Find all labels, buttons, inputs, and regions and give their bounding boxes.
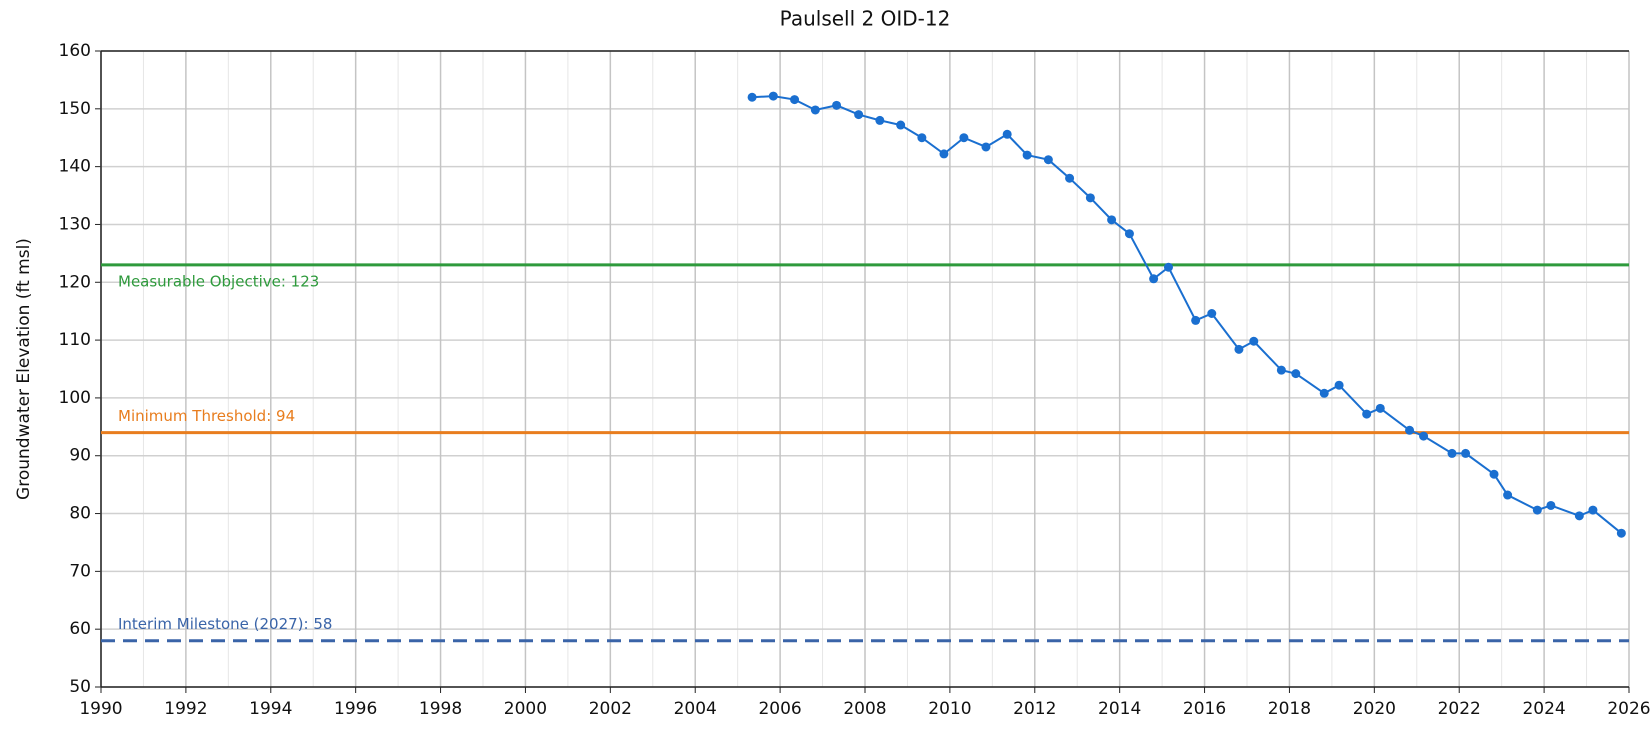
y-tick-label: 130 bbox=[59, 214, 91, 234]
reference-label: Minimum Threshold: 94 bbox=[118, 407, 295, 425]
data-point bbox=[1207, 308, 1217, 318]
data-point bbox=[810, 105, 820, 115]
x-tick-label: 2014 bbox=[1098, 699, 1141, 719]
x-tick-label: 2006 bbox=[758, 699, 801, 719]
data-point bbox=[1276, 365, 1286, 375]
y-tick-label: 90 bbox=[69, 446, 91, 466]
data-point bbox=[917, 133, 927, 143]
y-tick-label: 70 bbox=[69, 561, 91, 581]
x-tick-label: 1998 bbox=[419, 699, 462, 719]
x-tick-label: 2012 bbox=[1013, 699, 1056, 719]
x-tick-label: 2024 bbox=[1522, 699, 1565, 719]
y-tick-label: 50 bbox=[69, 677, 91, 697]
data-point bbox=[1574, 511, 1584, 521]
data-point bbox=[1503, 490, 1513, 500]
y-tick-label: 140 bbox=[59, 157, 91, 177]
x-tick-label: 2000 bbox=[504, 699, 547, 719]
data-point bbox=[1291, 369, 1301, 379]
data-point bbox=[1022, 150, 1032, 160]
data-point bbox=[832, 100, 842, 110]
data-point bbox=[1191, 315, 1201, 325]
data-point bbox=[1249, 336, 1259, 346]
y-tick-label: 160 bbox=[59, 41, 91, 61]
chart-title: Paulsell 2 OID-12 bbox=[780, 7, 951, 31]
data-point bbox=[896, 120, 906, 130]
data-point bbox=[939, 149, 949, 159]
data-point bbox=[1085, 193, 1095, 203]
y-tick-label: 120 bbox=[59, 272, 91, 292]
x-tick-label: 2016 bbox=[1183, 699, 1226, 719]
data-point bbox=[1002, 129, 1012, 139]
y-tick-label: 100 bbox=[59, 388, 91, 408]
x-tick-label: 2020 bbox=[1353, 699, 1396, 719]
data-point bbox=[1334, 380, 1344, 390]
data-point bbox=[747, 92, 757, 102]
data-point bbox=[1546, 500, 1556, 510]
data-point bbox=[1405, 425, 1415, 435]
x-tick-label: 1992 bbox=[164, 699, 207, 719]
series-line bbox=[752, 95, 1622, 534]
data-point bbox=[1461, 448, 1471, 458]
x-tick-label: 1994 bbox=[249, 699, 292, 719]
data-point bbox=[1124, 229, 1134, 239]
data-point bbox=[790, 95, 800, 105]
y-tick-label: 80 bbox=[69, 504, 91, 524]
data-point bbox=[1319, 388, 1329, 398]
x-tick-label: 2008 bbox=[843, 699, 886, 719]
reference-label: Measurable Objective: 123 bbox=[118, 272, 319, 290]
data-point bbox=[1234, 344, 1244, 354]
x-tick-label: 2018 bbox=[1268, 699, 1311, 719]
y-tick-label: 60 bbox=[69, 619, 91, 639]
data-point bbox=[1489, 469, 1499, 479]
x-tick-label: 1996 bbox=[334, 699, 377, 719]
data-point bbox=[1043, 155, 1053, 165]
x-tick-label: 2026 bbox=[1607, 699, 1650, 719]
x-tick-label: 2022 bbox=[1438, 699, 1481, 719]
data-point bbox=[1588, 505, 1598, 515]
y-tick-label: 110 bbox=[59, 330, 91, 350]
data-point bbox=[1616, 528, 1626, 538]
data-point bbox=[768, 91, 778, 101]
data-point bbox=[854, 110, 864, 120]
data-point bbox=[1362, 409, 1372, 419]
data-point bbox=[1532, 505, 1542, 515]
y-axis-label: Groundwater Elevation (ft msl) bbox=[14, 238, 34, 500]
data-point bbox=[1107, 215, 1117, 225]
data-point bbox=[1149, 274, 1159, 284]
x-tick-label: 2010 bbox=[928, 699, 971, 719]
data-point bbox=[1163, 262, 1173, 272]
data-point bbox=[981, 142, 991, 152]
data-point bbox=[1065, 173, 1075, 183]
x-tick-label: 2004 bbox=[674, 699, 717, 719]
data-point bbox=[1375, 403, 1385, 413]
data-point bbox=[875, 115, 885, 125]
data-point bbox=[1447, 448, 1457, 458]
x-tick-label: 1990 bbox=[79, 699, 122, 719]
x-tick-label: 2002 bbox=[589, 699, 632, 719]
data-point bbox=[959, 133, 969, 143]
y-tick-label: 150 bbox=[59, 99, 91, 119]
reference-label: Interim Milestone (2027): 58 bbox=[118, 615, 332, 633]
data-point bbox=[1419, 431, 1429, 441]
